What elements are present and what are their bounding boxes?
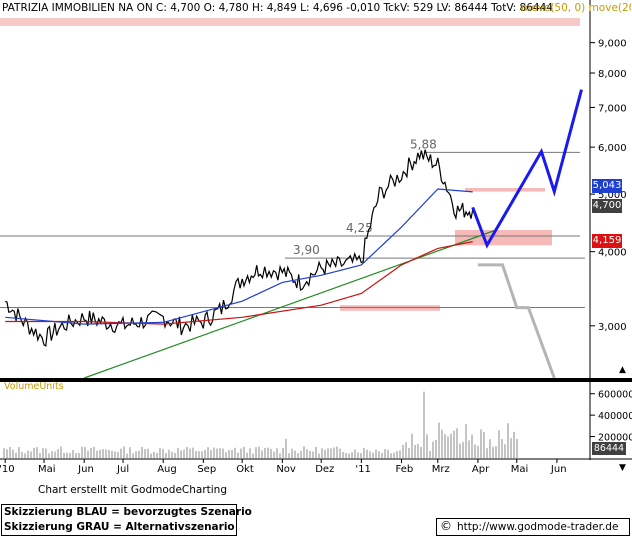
x-tick-label: Jun [550,464,567,475]
chart-credit: Chart erstellt mit GodmodeCharting [38,484,227,496]
support-zone [465,188,545,192]
x-tick-label: Jun [77,464,94,475]
panel-separator [0,378,632,382]
level-annotation: 4,25 [346,221,373,235]
badge-last-price: 4,700 [592,199,622,213]
x-tick-label: Aug [157,464,177,475]
ma50-line [5,188,473,325]
volume-tick-label: 200000 [598,433,632,444]
y-tick-label: 8,000 [598,69,627,80]
trendline [83,229,497,379]
level-annotation: 3,90 [293,243,320,257]
x-tick-label: Jul [116,464,129,475]
x-tick-label: Mrz [432,464,450,475]
blue-scenario-line [471,89,583,249]
ticker-line: PATRIZIA IMMOBILIEN NA ON C: 4,700 O: 4,… [2,2,553,14]
y-tick-label: 4,000 [598,248,627,259]
scroll-down-icon[interactable]: ▼ [619,463,626,473]
x-tick-label: Nov [276,464,296,475]
x-tick-label: Mai [511,464,529,475]
scenario-legend-box: Skizzierung BLAU = bevorzugtes Szenario … [1,504,252,536]
volume-tick-label: 600000 [598,390,632,401]
badge-ma50: 5,043 [592,179,622,193]
ma-legend: move(50, 0) move(200 [521,2,631,14]
legend-grey-text: Skizzierung GRAU = Alternativszenario [4,521,235,533]
legend-blue-text: Skizzierung BLAU = bevorzugtes Szenario [4,506,252,518]
volume-tick-label: 400000 [598,411,632,422]
support-zone [455,230,552,246]
x-tick-label: '10 [0,464,15,475]
x-tick-label: Apr [472,464,490,475]
y-tick-label: 9,000 [598,39,627,50]
site-url[interactable]: http://www.godmode-trader.de [457,521,619,533]
x-tick-label: Feb [395,464,413,475]
copyright-icon: © [440,519,452,533]
y-tick-label: 7,000 [598,103,627,114]
price-panel [0,18,590,380]
y-tick-label: 6,000 [598,143,627,154]
level-annotation: 5,88 [410,137,437,151]
badge-ma200: 4,159 [592,234,622,248]
scroll-up-icon[interactable]: ▲ [619,365,626,375]
y-tick-label: 3,000 [598,322,627,333]
header-band [0,18,580,26]
price-series-line [4,149,474,347]
x-tick-label: Dez [315,464,334,475]
grey-scenario-line [477,263,556,379]
url-box[interactable]: © http://www.godmode-trader.de [436,518,630,536]
x-tick-label: Okt [236,464,254,475]
volume-panel-label: VolumeUnits [4,381,64,392]
y-tick-label: 5,000 [598,190,627,201]
x-tick-label: Sep [197,464,216,475]
x-tick-label: '11 [355,464,370,475]
ma200-line [5,241,473,325]
x-tick-label: Mai [38,464,56,475]
badge-volume-last: 86444 [592,442,626,455]
